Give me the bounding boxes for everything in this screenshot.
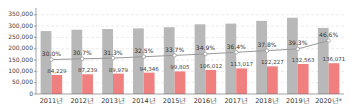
bar (41, 31, 52, 94)
bar-value-label: 136,071 (323, 56, 346, 62)
y-axis-line (36, 8, 37, 94)
bar-series (51, 63, 339, 94)
line-value-label: 37.8% (257, 41, 276, 48)
line-value-label: 39.3% (288, 39, 307, 46)
y-tick-label: 250,000 (8, 33, 33, 40)
line-value-label: 31.3% (103, 49, 122, 56)
y-tick-label: 350,000 (8, 10, 33, 17)
line-marker (80, 57, 84, 61)
plot-area (41, 18, 340, 94)
line-value-label: 46.6% (319, 31, 338, 38)
y-axis: 0 50,000 100,000 150,000 200,000 250,000 300,0… (8, 8, 36, 97)
line-marker (265, 49, 269, 53)
bar (102, 29, 113, 94)
line-marker (173, 54, 177, 58)
bar (144, 73, 155, 94)
line-value-label: 30.7% (73, 49, 92, 56)
bar (267, 66, 278, 94)
x-axis: 2011년 2012년 2013년 2014년 2015년 2016년 2017년 2018년… (36, 94, 344, 105)
bar (164, 27, 175, 94)
x-tick-label: 2012년 (70, 97, 94, 105)
bar (236, 68, 247, 94)
bar (51, 75, 62, 94)
bar (71, 30, 82, 94)
line-value-label: 32.5% (134, 47, 153, 54)
bar (225, 24, 236, 94)
line-marker (296, 47, 300, 51)
bar-value-label: 132,563 (292, 57, 315, 63)
bar-value-label: 99,805 (170, 64, 190, 70)
y-tick-label: 100,000 (8, 67, 33, 74)
grid-line (36, 14, 344, 15)
y-tick-label: 300,000 (8, 22, 33, 29)
bar (298, 64, 309, 94)
x-tick-label: 2017년 (224, 97, 248, 105)
bar (195, 24, 206, 94)
data-labels: 84,229 87,239 89,979 94,346 99,805 106,012 113… (42, 31, 345, 74)
y-tick-label: 150,000 (8, 56, 33, 63)
line-marker (234, 50, 238, 54)
line-value-label: 30.0% (42, 50, 61, 57)
line-marker (111, 56, 115, 60)
bar (133, 28, 144, 94)
line-value-label: 34.9% (196, 44, 215, 51)
line-marker (50, 58, 54, 62)
bar (82, 74, 93, 94)
bar-value-label: 89,979 (109, 67, 129, 73)
x-tick-label: 2013년 (101, 97, 125, 105)
bar (205, 70, 216, 94)
bar-series (41, 18, 329, 94)
x-tick-label: 2020년* (315, 97, 343, 105)
bar-value-label: 122,227 (261, 59, 284, 65)
bar-value-label: 106,012 (199, 63, 222, 69)
line-marker (204, 52, 208, 56)
y-tick-label: 50,000 (12, 78, 33, 85)
x-tick-label: 2011년 (40, 97, 64, 105)
bar-value-label: 84,229 (47, 68, 67, 74)
x-tick-label: 2018년 (255, 97, 279, 105)
bar (113, 74, 124, 94)
bar-value-label: 113,017 (230, 61, 253, 67)
chart: 0 50,000 100,000 150,000 200,000 250,000 300,0… (0, 0, 350, 108)
line-marker (327, 39, 331, 43)
x-tick-label: 2015년 (163, 97, 187, 105)
x-tick-label: 2019년 (286, 97, 310, 105)
line-value-label: 36.4% (227, 43, 246, 50)
line (51, 41, 328, 60)
bar-value-label: 87,239 (78, 67, 98, 73)
bar (287, 18, 298, 94)
x-tick-label: 2016년 (194, 97, 218, 105)
bar-value-label: 94,346 (140, 66, 160, 72)
bar (329, 63, 340, 94)
x-axis-line (36, 94, 344, 95)
y-tick-label: 0 (29, 90, 33, 97)
line-value-label: 33.7% (165, 46, 184, 53)
y-tick-label: 200,000 (8, 44, 33, 51)
bar (256, 21, 267, 94)
x-tick-label: 2014년 (132, 97, 156, 105)
bar (175, 71, 186, 94)
line-marker (142, 55, 146, 59)
